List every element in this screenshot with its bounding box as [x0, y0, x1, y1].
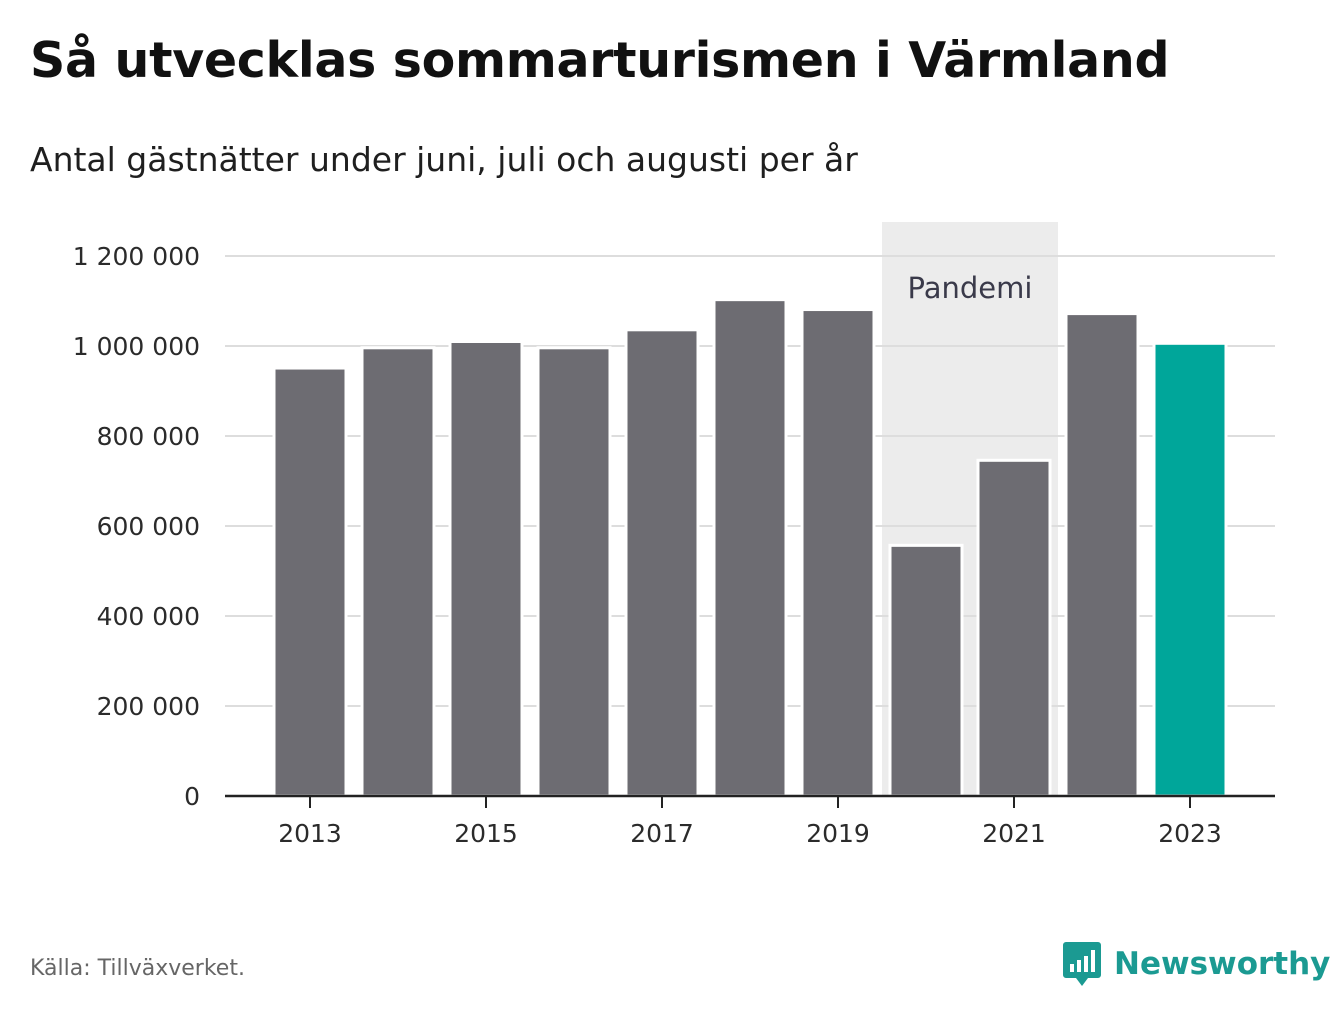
y-tick-label: 1 200 000 [73, 242, 200, 271]
y-tick-label: 0 [184, 782, 200, 811]
bar-2022 [1064, 312, 1140, 798]
bar-2020 [888, 543, 964, 798]
bar-2021 [976, 458, 1052, 798]
bar-2023 [1152, 341, 1228, 798]
bar-2015 [448, 340, 524, 798]
y-tick-label: 800 000 [97, 422, 200, 451]
chart-title: Så utvecklas sommarturismen i Värmland [30, 32, 1170, 89]
pandemic-label: Pandemi [908, 271, 1033, 305]
brand-logo[interactable]: Newsworthy [1062, 940, 1330, 988]
bar-2019 [800, 308, 876, 798]
y-tick-label: 400 000 [97, 602, 200, 631]
source-note: Källa: Tillväxverket. [30, 956, 245, 981]
newsworthy-logo-icon [1063, 942, 1101, 986]
bar-2018 [712, 298, 788, 798]
chart-subtitle: Antal gästnätter under juni, juli och au… [30, 140, 858, 179]
bar-2013 [272, 366, 348, 798]
bar-2017 [624, 328, 700, 798]
x-tick-label: 2019 [806, 819, 870, 848]
bar-2016 [536, 346, 612, 798]
y-tick-label: 1 000 000 [73, 332, 200, 361]
x-tick-label: 2015 [454, 819, 518, 848]
bar-chart: Pandemi 0 200 000 400 000 600 000 800 000 1 0… [73, 222, 1275, 848]
x-tick-label: 2021 [982, 819, 1046, 848]
x-tick-label: 2023 [1158, 819, 1222, 848]
brand-name: Newsworthy [1114, 946, 1331, 982]
y-tick-label: 200 000 [97, 692, 200, 721]
x-tick-label: 2013 [278, 819, 342, 848]
x-tick-label: 2017 [630, 819, 694, 848]
y-tick-label: 600 000 [97, 512, 200, 541]
bar-2014 [360, 346, 436, 798]
